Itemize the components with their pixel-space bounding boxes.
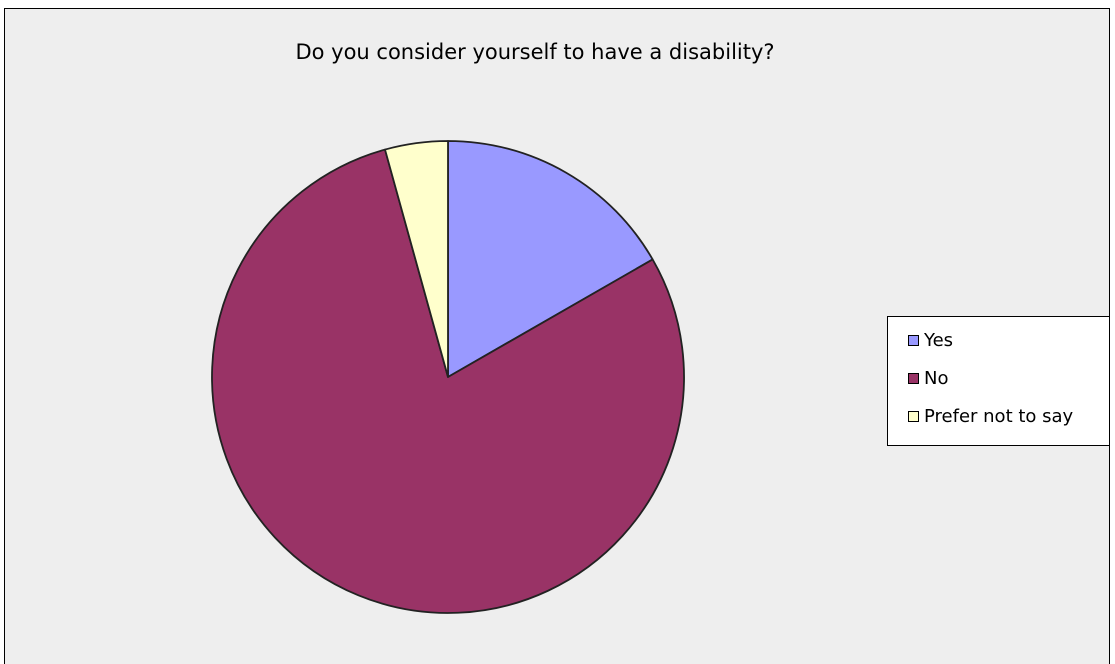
legend: Yes No Prefer not to say [887, 316, 1109, 446]
legend-swatch-yes [908, 335, 919, 346]
pie-slice-yes [447, 140, 654, 378]
legend-swatch-prefer-not-to-say [908, 411, 919, 422]
pie-slice-no [211, 148, 685, 614]
chart-title: Do you consider yourself to have a disab… [295, 40, 775, 64]
pie-slice-prefer-not-to-say [384, 140, 449, 378]
chart-area: Do you consider yourself to have a disab… [4, 8, 1110, 664]
legend-label-yes: Yes [924, 330, 954, 351]
legend-swatch-no [908, 373, 919, 384]
legend-item-yes: Yes [888, 330, 1109, 369]
legend-label-no: No [924, 368, 949, 389]
legend-label-prefer-not-to-say: Prefer not to say [924, 406, 1074, 427]
legend-item-prefer-not-to-say: Prefer not to say [888, 406, 1109, 445]
legend-item-no: No [888, 368, 1109, 407]
pie-chart [211, 140, 685, 614]
